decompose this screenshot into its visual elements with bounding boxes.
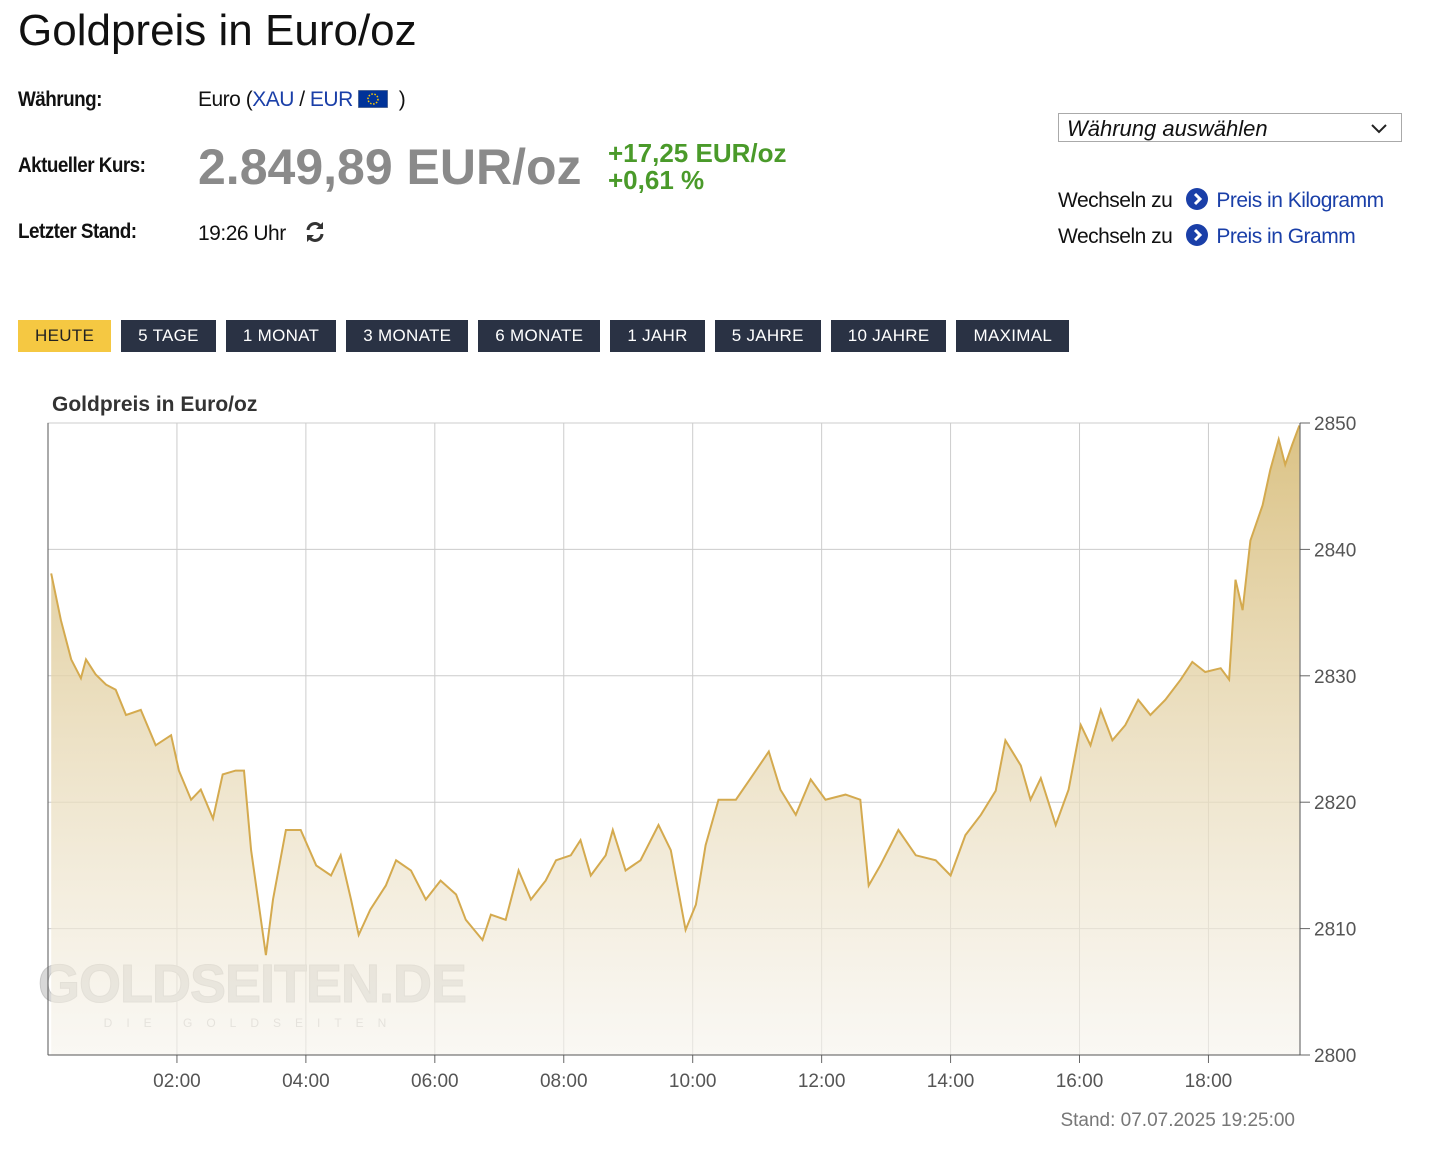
label: Währung: <box>18 88 102 111</box>
currency: Euro (XAU / EUR ) <box>198 88 406 112</box>
text: ( <box>245 88 253 111</box>
link[interactable]: EUR <box>309 88 353 111</box>
switch-row: Wechseln zu Preis in Gramm <box>1058 219 1384 255</box>
time: 19:26 Uhr <box>198 220 327 246</box>
y-tick-label: 2840 <box>1314 540 1356 561</box>
page-title: Goldpreis in Euro/oz <box>18 6 417 55</box>
tab[interactable]: 6 MONATE <box>478 320 601 352</box>
tab[interactable]: 10 JAHRE <box>830 320 947 352</box>
text: 19:26 Uhr <box>198 222 286 245</box>
switch-link[interactable]: Preis in Gramm <box>1216 225 1356 248</box>
x-tick-label: 02:00 <box>153 1071 201 1092</box>
y-tick-label: 2800 <box>1314 1046 1356 1067</box>
tab[interactable]: 5 JAHRE <box>714 320 821 352</box>
tab[interactable]: 1 MONAT <box>225 320 337 352</box>
x-tick-label: 18:00 <box>1185 1071 1233 1092</box>
icon-circle <box>1186 224 1209 246</box>
tab[interactable]: HEUTE <box>18 320 112 352</box>
change-pct: +0,61 % <box>608 165 705 195</box>
x-tick-label: 10:00 <box>669 1071 717 1092</box>
switch-link[interactable]: Preis in Kilogramm <box>1216 189 1384 212</box>
tab[interactable]: MAXIMAL <box>956 320 1070 352</box>
chart: Goldpreis in Euro/oz 2800 2810 2820 2830 2840… <box>37 393 1356 1131</box>
y-tick-label: 2830 <box>1314 667 1356 688</box>
x-tick-label: 06:00 <box>411 1071 459 1092</box>
y-tick-label: 2850 <box>1314 414 1356 435</box>
currency-select[interactable]: Währung auswählen <box>1058 113 1402 142</box>
icon-arrow <box>1194 192 1203 206</box>
tab-bar: HEUTE 5 TAGE 1 MONAT 3 MONATE 6 MONATE 1 JAHR… <box>18 320 1070 352</box>
x-tick-label: 16:00 <box>1056 1071 1104 1092</box>
x-tick-label: 12:00 <box>798 1071 846 1092</box>
link[interactable]: XAU <box>252 88 294 111</box>
label: Aktueller Kurs: <box>18 154 146 177</box>
text: ) <box>398 88 406 111</box>
switch-links: Wechseln zu Preis in Kilogramm Wechseln zu… <box>1058 183 1384 255</box>
switch-prefix: Wechseln zu <box>1058 189 1173 212</box>
switch-row: Wechseln zu Preis in Kilogramm <box>1058 183 1384 219</box>
arrow-icon <box>1186 188 1209 210</box>
price: 2.849,89 EUR/oz <box>198 139 582 195</box>
arrow-icon <box>1186 224 1209 246</box>
refresh-icon[interactable] <box>303 220 327 244</box>
change: +17,25 EUR/oz +0,61 % <box>608 140 786 194</box>
chart-footer: Stand: 07.07.2025 19:25:00 <box>1060 1110 1295 1131</box>
tab[interactable]: 1 JAHR <box>610 320 705 352</box>
x-tick-label: 08:00 <box>540 1071 588 1092</box>
y-tick-label: 2820 <box>1314 793 1356 814</box>
select-text: Währung auswählen <box>1067 116 1268 141</box>
switch-prefix: Wechseln zu <box>1058 225 1173 248</box>
price-line <box>50 425 1301 956</box>
eu-flag <box>357 89 389 109</box>
y-tick-label: 2810 <box>1314 920 1356 941</box>
text: Euro <box>198 88 241 111</box>
label: Letzter Stand: <box>18 220 137 243</box>
tab[interactable]: 5 TAGE <box>121 320 216 352</box>
chart-title: Goldpreis in Euro/oz <box>52 393 257 416</box>
x-tick-label: 14:00 <box>927 1071 975 1092</box>
tab[interactable]: 3 MONATE <box>346 320 469 352</box>
icon-circle <box>1186 188 1209 210</box>
text: / <box>299 88 305 111</box>
chevron <box>1371 124 1387 134</box>
icon-arrow <box>1194 228 1203 242</box>
area-fill <box>51 425 1300 1055</box>
x-tick-label: 04:00 <box>282 1071 330 1092</box>
change-abs: +17,25 EUR/oz <box>608 138 787 168</box>
